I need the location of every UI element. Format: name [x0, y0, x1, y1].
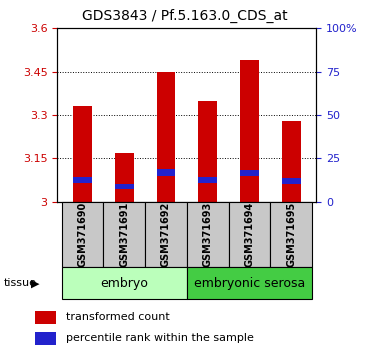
Bar: [240, 60, 259, 202]
Bar: [240, 170, 259, 176]
Bar: [115, 153, 134, 202]
Text: GSM371690: GSM371690: [77, 202, 87, 267]
Text: GSM371693: GSM371693: [203, 202, 213, 267]
Bar: [61, 202, 103, 267]
Bar: [61, 267, 187, 299]
Bar: [270, 202, 312, 267]
Bar: [282, 178, 301, 184]
Bar: [35, 311, 56, 324]
Bar: [187, 267, 312, 299]
Bar: [198, 177, 217, 183]
Text: GSM371694: GSM371694: [245, 202, 255, 267]
Bar: [145, 202, 187, 267]
Text: GSM371691: GSM371691: [119, 202, 129, 267]
Bar: [187, 202, 229, 267]
Bar: [103, 202, 145, 267]
Text: GDS3843 / Pf.5.163.0_CDS_at: GDS3843 / Pf.5.163.0_CDS_at: [82, 9, 288, 23]
Text: ▶: ▶: [31, 278, 40, 288]
Text: GSM371692: GSM371692: [161, 202, 171, 267]
Bar: [157, 170, 175, 176]
Bar: [198, 101, 217, 202]
Bar: [115, 184, 134, 189]
Text: embryonic serosa: embryonic serosa: [194, 277, 305, 290]
Bar: [73, 177, 92, 183]
Bar: [73, 106, 92, 202]
Text: percentile rank within the sample: percentile rank within the sample: [66, 333, 254, 343]
Bar: [229, 202, 270, 267]
Bar: [157, 72, 175, 202]
Text: GSM371695: GSM371695: [286, 202, 296, 267]
Text: tissue: tissue: [4, 278, 37, 288]
Bar: [35, 332, 56, 345]
Bar: [282, 121, 301, 202]
Text: transformed count: transformed count: [66, 312, 169, 322]
Text: embryo: embryo: [100, 277, 148, 290]
